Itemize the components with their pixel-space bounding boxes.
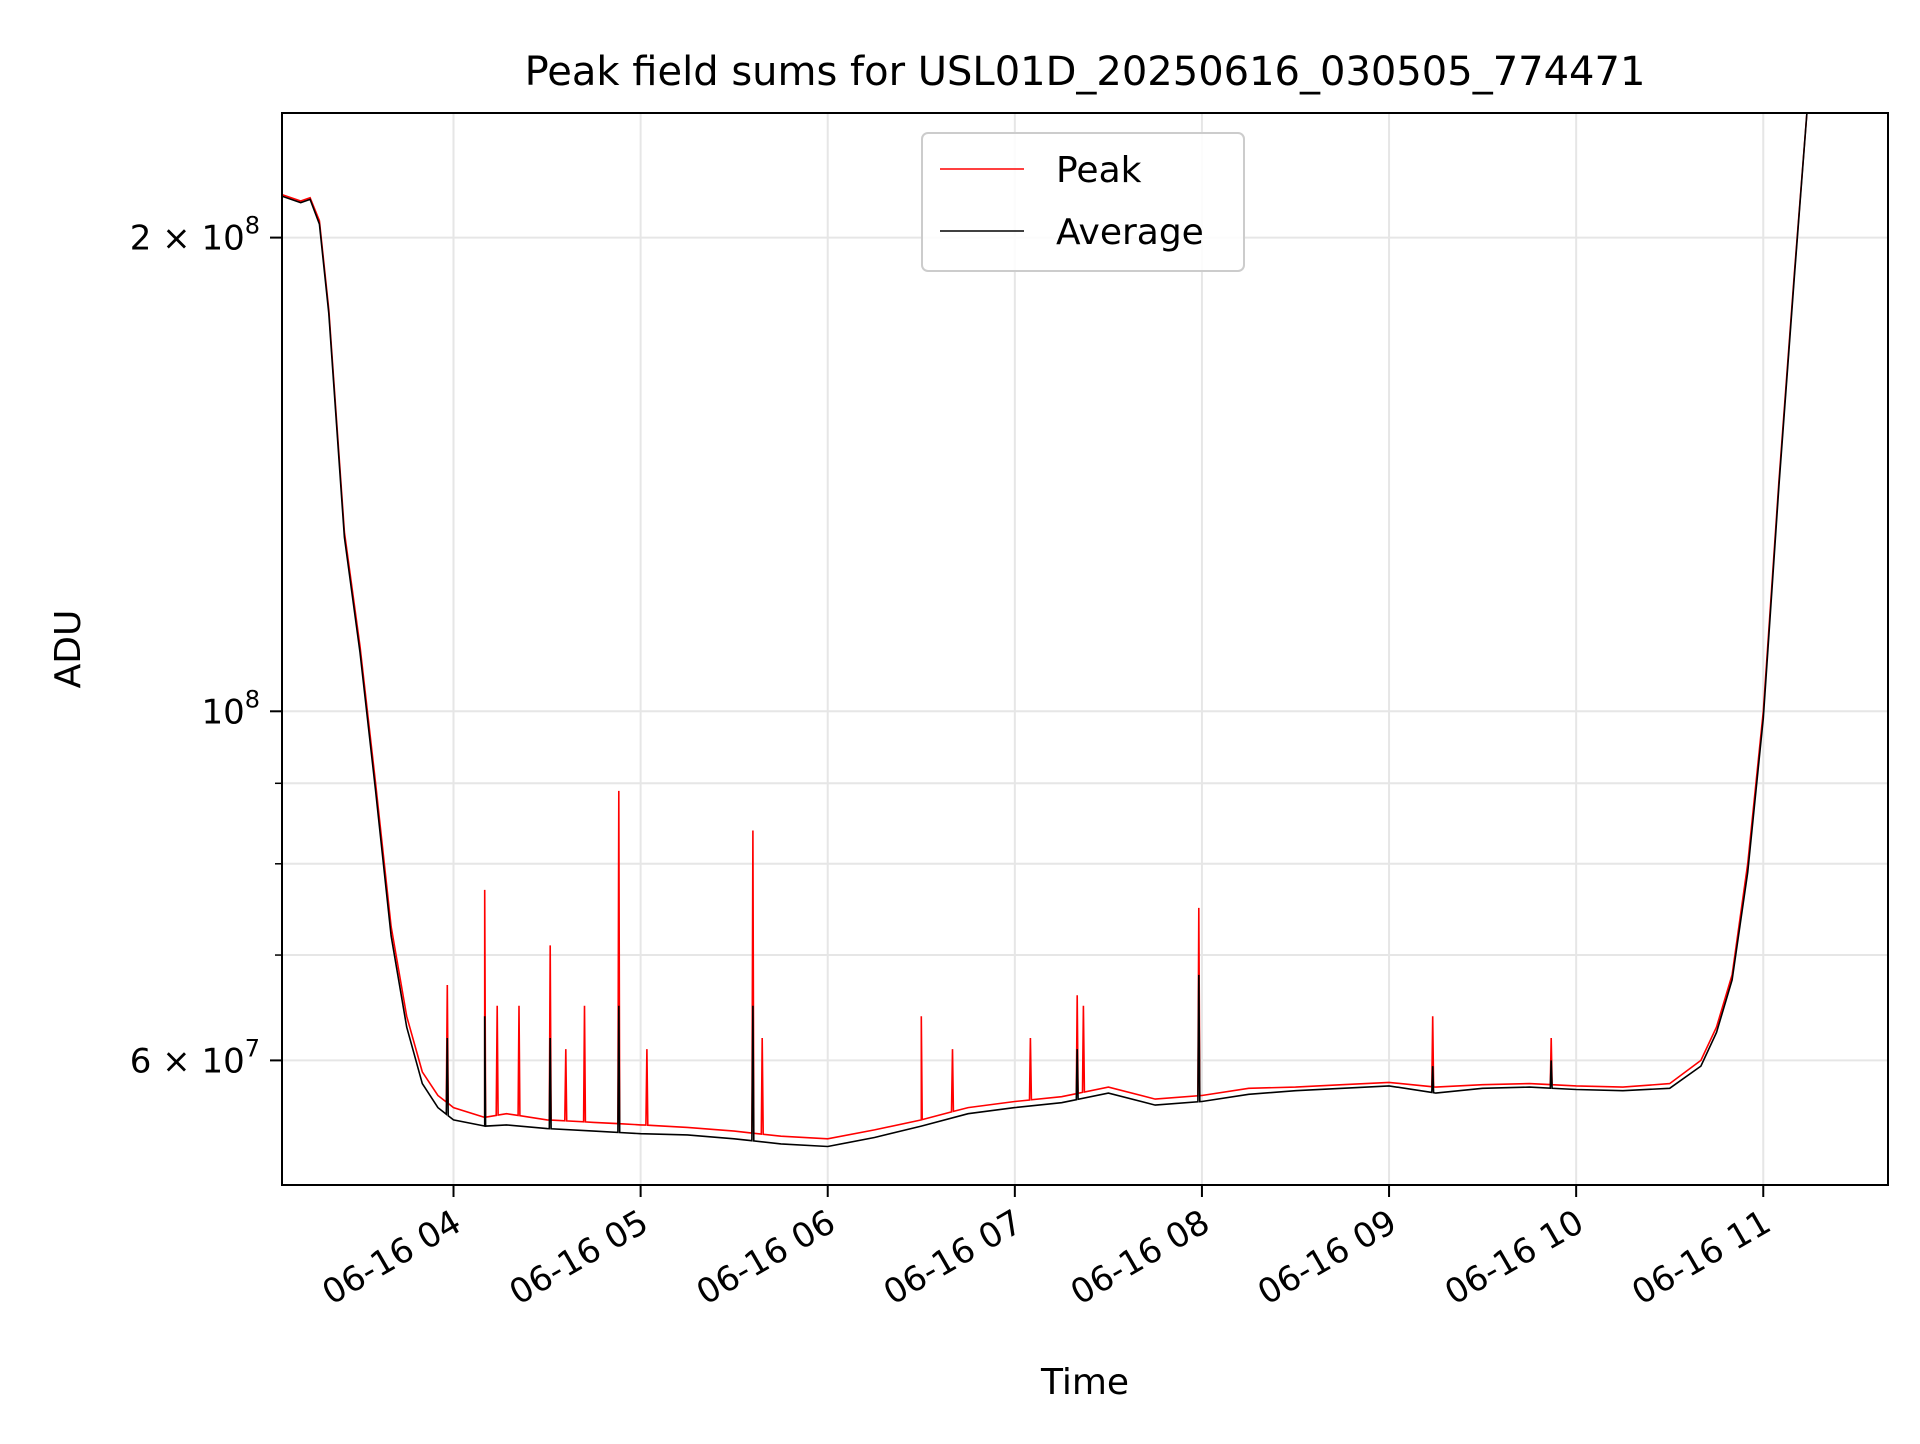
y-tick-label-exponent: 7 [245, 1034, 260, 1062]
y-tick-label-exponent: 8 [245, 212, 260, 240]
y-tick-label-exponent: 8 [245, 685, 260, 713]
x-tick-label: 06-16 09 [1251, 1202, 1403, 1313]
chart-title: Peak field sums for USL01D_20250616_0305… [525, 49, 1646, 95]
grid-layer [282, 113, 1888, 1185]
legend: Peak Average [921, 132, 1245, 272]
legend-label-average: Average [1056, 212, 1204, 253]
y-tick-label: 2 × 108 [130, 212, 260, 259]
y-tick-label-base: 6 × 10 [130, 1041, 245, 1081]
plot-frame [281, 112, 1889, 1186]
x-tick-label: 06-16 05 [503, 1202, 655, 1313]
y-axis-label: ADU [48, 610, 89, 689]
legend-label-peak: Peak [1056, 150, 1142, 191]
x-tick-label: 06-16 07 [877, 1202, 1029, 1313]
x-tick-label: 06-16 08 [1064, 1202, 1216, 1313]
x-tick-label: 06-16 04 [316, 1202, 468, 1313]
y-tick-label-base: 2 × 10 [130, 219, 245, 259]
y-tick-label: 108 [201, 685, 260, 732]
x-tick-label: 06-16 11 [1625, 1202, 1777, 1313]
y-tick-label-base: 10 [201, 692, 244, 732]
ticks-layer: 06-16 04 06-16 05 06-16 06 06-16 07 06-16 08… [130, 212, 1778, 1314]
x-tick-label: 06-16 10 [1438, 1202, 1590, 1313]
series-layer [282, 113, 1808, 1148]
x-axis-label: Time [1040, 1362, 1129, 1403]
series-line-average [282, 113, 1808, 1148]
x-tick-label: 06-16 06 [690, 1202, 842, 1313]
y-tick-label: 6 × 107 [130, 1034, 260, 1081]
legend-box [921, 132, 1245, 272]
